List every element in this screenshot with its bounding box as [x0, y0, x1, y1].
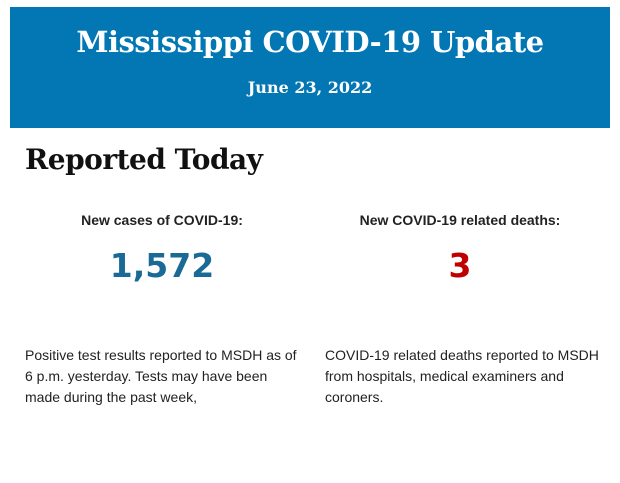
deaths-stat: New COVID-19 related deaths: 3	[320, 212, 600, 285]
deaths-value: 3	[448, 246, 472, 285]
page-title: Mississippi COVID-19 Update	[76, 25, 544, 59]
cases-stat: New cases of COVID-19: 1,572	[22, 212, 302, 285]
cases-description: Positive test results reported to MSDH a…	[25, 347, 297, 405]
cases-label: New cases of COVID-19:	[81, 212, 243, 228]
section-heading: Reported Today	[25, 143, 263, 176]
header-banner: Mississippi COVID-19 Update June 23, 202…	[10, 7, 610, 128]
cases-value: 1,572	[109, 246, 215, 285]
deaths-description: COVID-19 related deaths reported to MSDH…	[325, 347, 599, 405]
update-date: June 23, 2022	[247, 78, 373, 97]
deaths-label: New COVID-19 related deaths:	[359, 212, 561, 228]
